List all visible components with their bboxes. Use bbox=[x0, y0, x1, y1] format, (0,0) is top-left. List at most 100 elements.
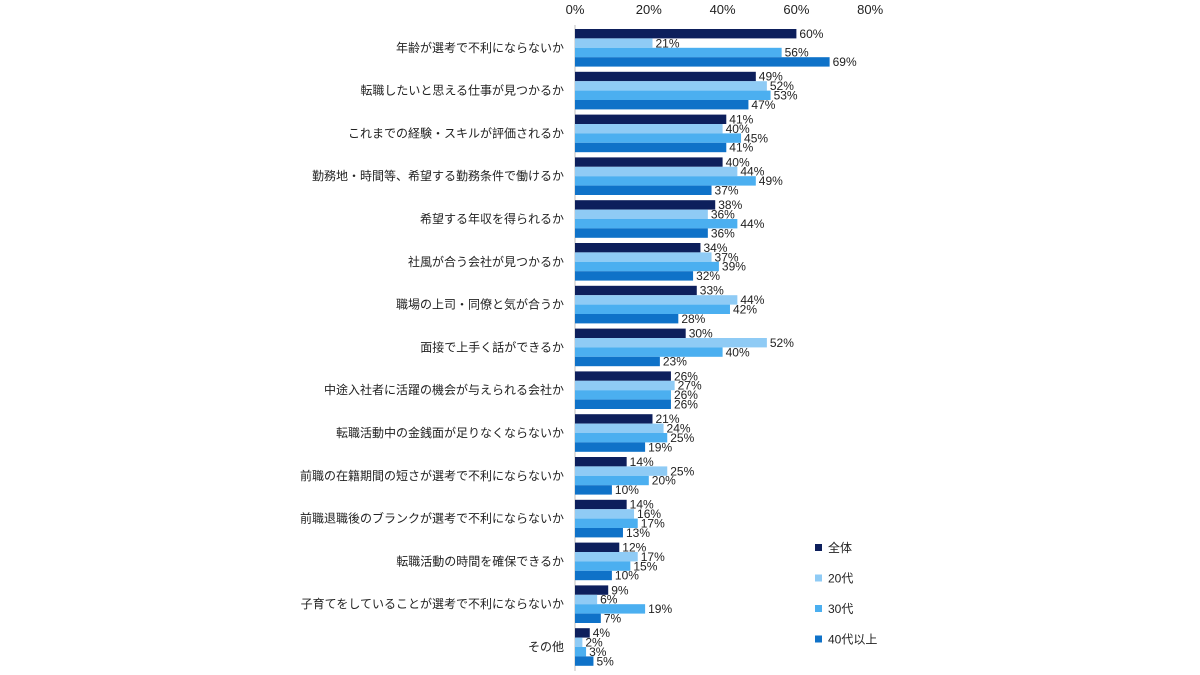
data-label: 25% bbox=[670, 431, 694, 445]
data-label: 17% bbox=[641, 550, 665, 564]
bar bbox=[575, 285, 697, 296]
data-label: 17% bbox=[641, 517, 665, 531]
x-tick-label: 40% bbox=[710, 2, 736, 17]
bar bbox=[575, 604, 646, 614]
bar bbox=[575, 518, 638, 528]
data-label: 15% bbox=[633, 559, 657, 573]
category-label: 転職活動の時間を確保できるか bbox=[396, 553, 564, 568]
bar bbox=[575, 114, 727, 124]
data-label: 20% bbox=[652, 474, 676, 488]
data-label: 19% bbox=[648, 602, 672, 616]
bar bbox=[575, 271, 694, 281]
bars bbox=[575, 29, 830, 666]
bar bbox=[575, 304, 730, 314]
x-axis-ticks: 0% 20% 40% 60% 80% bbox=[566, 2, 884, 17]
data-label: 37% bbox=[715, 250, 739, 264]
legend-marker bbox=[815, 574, 822, 582]
bar bbox=[575, 338, 767, 348]
bar bbox=[575, 209, 708, 219]
category-labels: 年齢が選考で不利にならないか転職したいと思える仕事が見つかるかこれまでの経験・ス… bbox=[300, 40, 564, 654]
data-label: 23% bbox=[663, 355, 687, 369]
bar bbox=[575, 542, 620, 552]
bar bbox=[575, 133, 742, 143]
bar bbox=[575, 475, 649, 486]
data-label: 21% bbox=[655, 36, 679, 50]
bar bbox=[575, 399, 671, 409]
data-label: 41% bbox=[729, 141, 753, 155]
data-label: 38% bbox=[718, 198, 742, 212]
bar bbox=[575, 157, 723, 167]
data-label: 12% bbox=[622, 541, 646, 555]
data-label: 69% bbox=[833, 55, 857, 69]
data-label: 36% bbox=[711, 208, 735, 222]
bar bbox=[575, 380, 675, 391]
bar bbox=[575, 47, 782, 58]
category-label: これまでの経験・スキルが評価されるか bbox=[348, 125, 564, 140]
bar bbox=[575, 457, 627, 467]
legend-label: 全体 bbox=[828, 540, 852, 555]
bar bbox=[575, 594, 598, 605]
bar bbox=[575, 295, 738, 305]
data-label: 24% bbox=[667, 422, 691, 436]
data-label: 37% bbox=[715, 184, 739, 198]
bar bbox=[575, 628, 590, 638]
category-label: 前職退職後のブランクが選考で不利にならないか bbox=[300, 511, 564, 526]
data-label: 9% bbox=[611, 583, 629, 597]
bar bbox=[575, 200, 716, 210]
data-label: 40% bbox=[726, 155, 750, 169]
legend: 全体 20代 30代 40代以上 bbox=[815, 540, 877, 647]
data-label: 16% bbox=[637, 507, 661, 521]
data-label: 26% bbox=[674, 369, 698, 383]
bar bbox=[575, 228, 708, 238]
data-label: 26% bbox=[674, 388, 698, 402]
legend-marker bbox=[815, 544, 822, 551]
legend-label: 20代 bbox=[828, 572, 853, 586]
data-label: 49% bbox=[759, 70, 783, 84]
data-label: 14% bbox=[630, 498, 654, 512]
bar bbox=[575, 347, 723, 357]
data-label: 32% bbox=[696, 269, 720, 283]
data-label: 10% bbox=[615, 569, 639, 583]
data-label: 14% bbox=[630, 455, 654, 469]
bar bbox=[575, 29, 797, 39]
data-label: 52% bbox=[770, 336, 794, 350]
data-label: 26% bbox=[674, 398, 698, 412]
bar bbox=[575, 57, 830, 67]
bar bbox=[575, 243, 701, 253]
bar bbox=[575, 433, 668, 443]
category-label: 職場の上司・同僚と気が合うか bbox=[396, 297, 564, 312]
category-label: 子育てをしていることが選考で不利にならないか bbox=[301, 596, 564, 611]
bar bbox=[575, 71, 756, 82]
data-labels: 60%21%56%69%49%52%53%47%41%40%45%41%40%4… bbox=[585, 27, 857, 668]
data-label: 56% bbox=[785, 46, 809, 60]
bar bbox=[575, 423, 664, 433]
bar bbox=[575, 647, 587, 657]
bar bbox=[575, 219, 738, 229]
bar bbox=[575, 38, 653, 48]
data-label: 52% bbox=[770, 79, 794, 93]
bar bbox=[575, 356, 660, 367]
legend-marker bbox=[815, 635, 822, 643]
data-label: 10% bbox=[615, 483, 639, 497]
bar bbox=[575, 414, 653, 424]
bar bbox=[575, 442, 646, 452]
bar bbox=[575, 185, 712, 195]
category-label: その他 bbox=[528, 640, 564, 654]
bar bbox=[575, 528, 623, 538]
data-label: 6% bbox=[600, 593, 618, 607]
data-label: 44% bbox=[740, 217, 764, 231]
bar bbox=[575, 485, 612, 495]
bar bbox=[575, 499, 627, 510]
data-label: 41% bbox=[729, 113, 753, 127]
data-label: 47% bbox=[751, 98, 775, 112]
bar bbox=[575, 176, 756, 186]
data-label: 40% bbox=[726, 345, 750, 359]
bar bbox=[575, 466, 668, 476]
category-label: 転職活動中の金銭面が足りなくならないか bbox=[336, 425, 564, 440]
data-label: 30% bbox=[689, 327, 713, 341]
data-label: 42% bbox=[733, 303, 757, 317]
bar bbox=[575, 166, 738, 177]
bar bbox=[575, 328, 686, 338]
bar bbox=[575, 81, 767, 91]
bar bbox=[575, 252, 712, 262]
